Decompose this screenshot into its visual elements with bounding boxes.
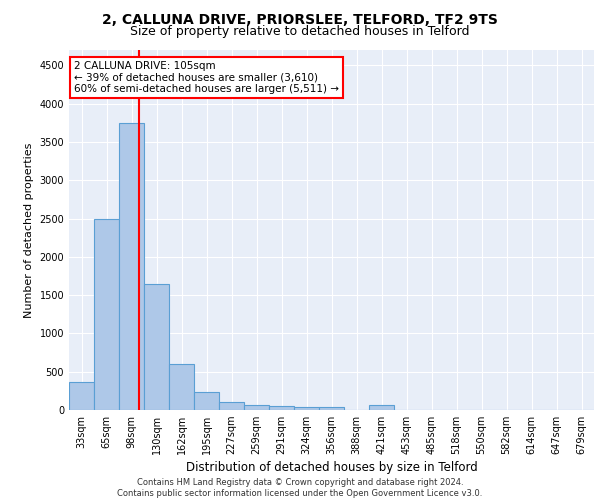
Bar — [294, 407, 319, 410]
Bar — [369, 406, 394, 410]
Bar — [69, 382, 94, 410]
Y-axis label: Number of detached properties: Number of detached properties — [24, 142, 34, 318]
Bar — [169, 364, 194, 410]
Text: 2, CALLUNA DRIVE, PRIORSLEE, TELFORD, TF2 9TS: 2, CALLUNA DRIVE, PRIORSLEE, TELFORD, TF… — [102, 12, 498, 26]
Bar — [244, 404, 269, 410]
Bar — [219, 402, 244, 410]
Bar — [144, 284, 169, 410]
Text: 2 CALLUNA DRIVE: 105sqm
← 39% of detached houses are smaller (3,610)
60% of semi: 2 CALLUNA DRIVE: 105sqm ← 39% of detache… — [74, 61, 339, 94]
Bar — [319, 407, 344, 410]
Bar — [269, 406, 294, 410]
Bar — [194, 392, 219, 410]
Text: Contains HM Land Registry data © Crown copyright and database right 2024.
Contai: Contains HM Land Registry data © Crown c… — [118, 478, 482, 498]
X-axis label: Distribution of detached houses by size in Telford: Distribution of detached houses by size … — [185, 462, 478, 474]
Bar — [94, 218, 119, 410]
Text: Size of property relative to detached houses in Telford: Size of property relative to detached ho… — [130, 25, 470, 38]
Bar — [119, 123, 144, 410]
